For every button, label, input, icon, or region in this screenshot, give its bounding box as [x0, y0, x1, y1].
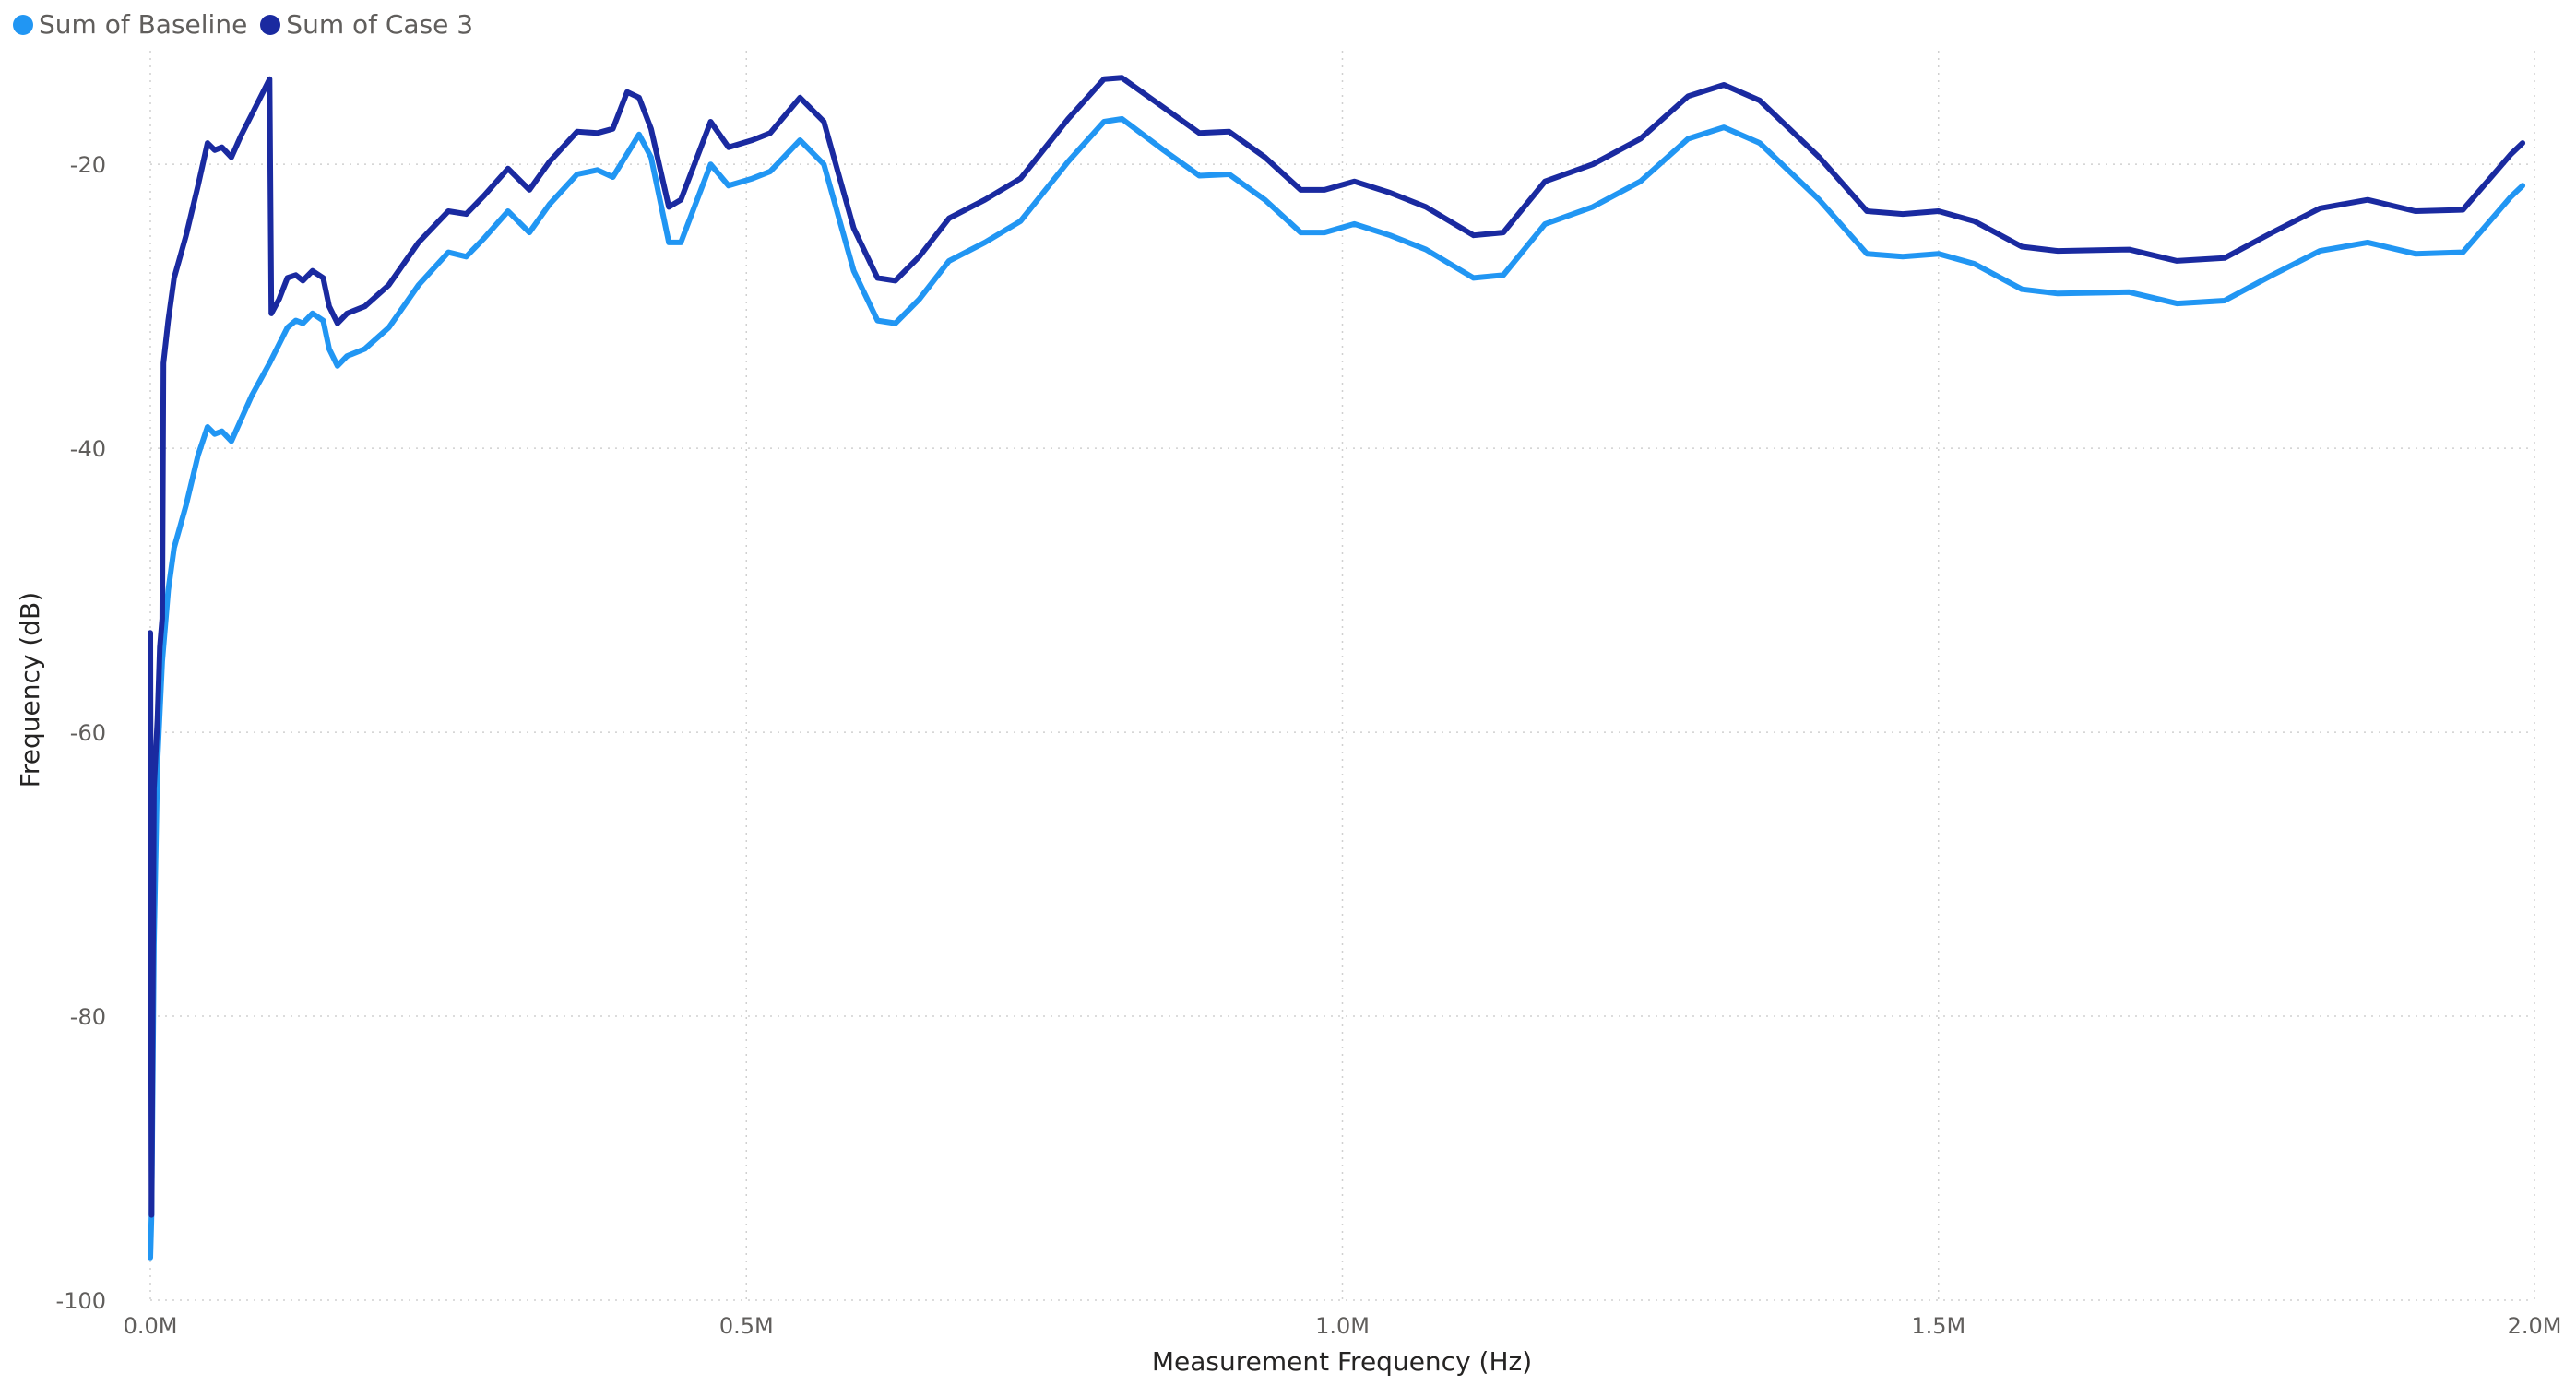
- x-tick-label: 1.0M: [1315, 1313, 1370, 1339]
- y-tick-label: -80: [70, 1004, 106, 1030]
- legend-label-case3: Sum of Case 3: [286, 9, 474, 40]
- series-lines: [148, 75, 2526, 1261]
- x-tick-label: 1.5M: [1911, 1313, 1965, 1339]
- legend-item-case3[interactable]: Sum of Case 3: [260, 9, 473, 40]
- series-line-case3[interactable]: [148, 75, 2526, 1218]
- legend-dot-case3-icon: [260, 14, 281, 35]
- x-axis: 0.0M 0.5M 1.0M 1.5M 2.0M: [124, 1313, 2562, 1339]
- x-tick-label: 2.0M: [2508, 1313, 2562, 1339]
- y-axis: -20 -40 -60 -80 -100: [56, 152, 106, 1314]
- series-line-baseline[interactable]: [148, 115, 2526, 1261]
- y-tick-label: -40: [70, 436, 106, 462]
- x-axis-title: Measurement Frequency (Hz): [1152, 1346, 1532, 1377]
- legend: Sum of Baseline Sum of Case 3: [13, 9, 486, 40]
- x-tick-label: 0.0M: [124, 1313, 178, 1339]
- y-tick-label: -20: [70, 152, 106, 178]
- legend-label-baseline: Sum of Baseline: [39, 9, 248, 40]
- y-tick-label: -100: [56, 1288, 106, 1314]
- x-tick-label: 0.5M: [719, 1313, 774, 1339]
- legend-dot-baseline-icon: [13, 14, 33, 35]
- y-axis-title: Frequency (dB): [15, 592, 45, 787]
- legend-item-baseline[interactable]: Sum of Baseline: [13, 9, 247, 40]
- y-tick-label: -60: [70, 720, 106, 746]
- grid: [149, 51, 2535, 1301]
